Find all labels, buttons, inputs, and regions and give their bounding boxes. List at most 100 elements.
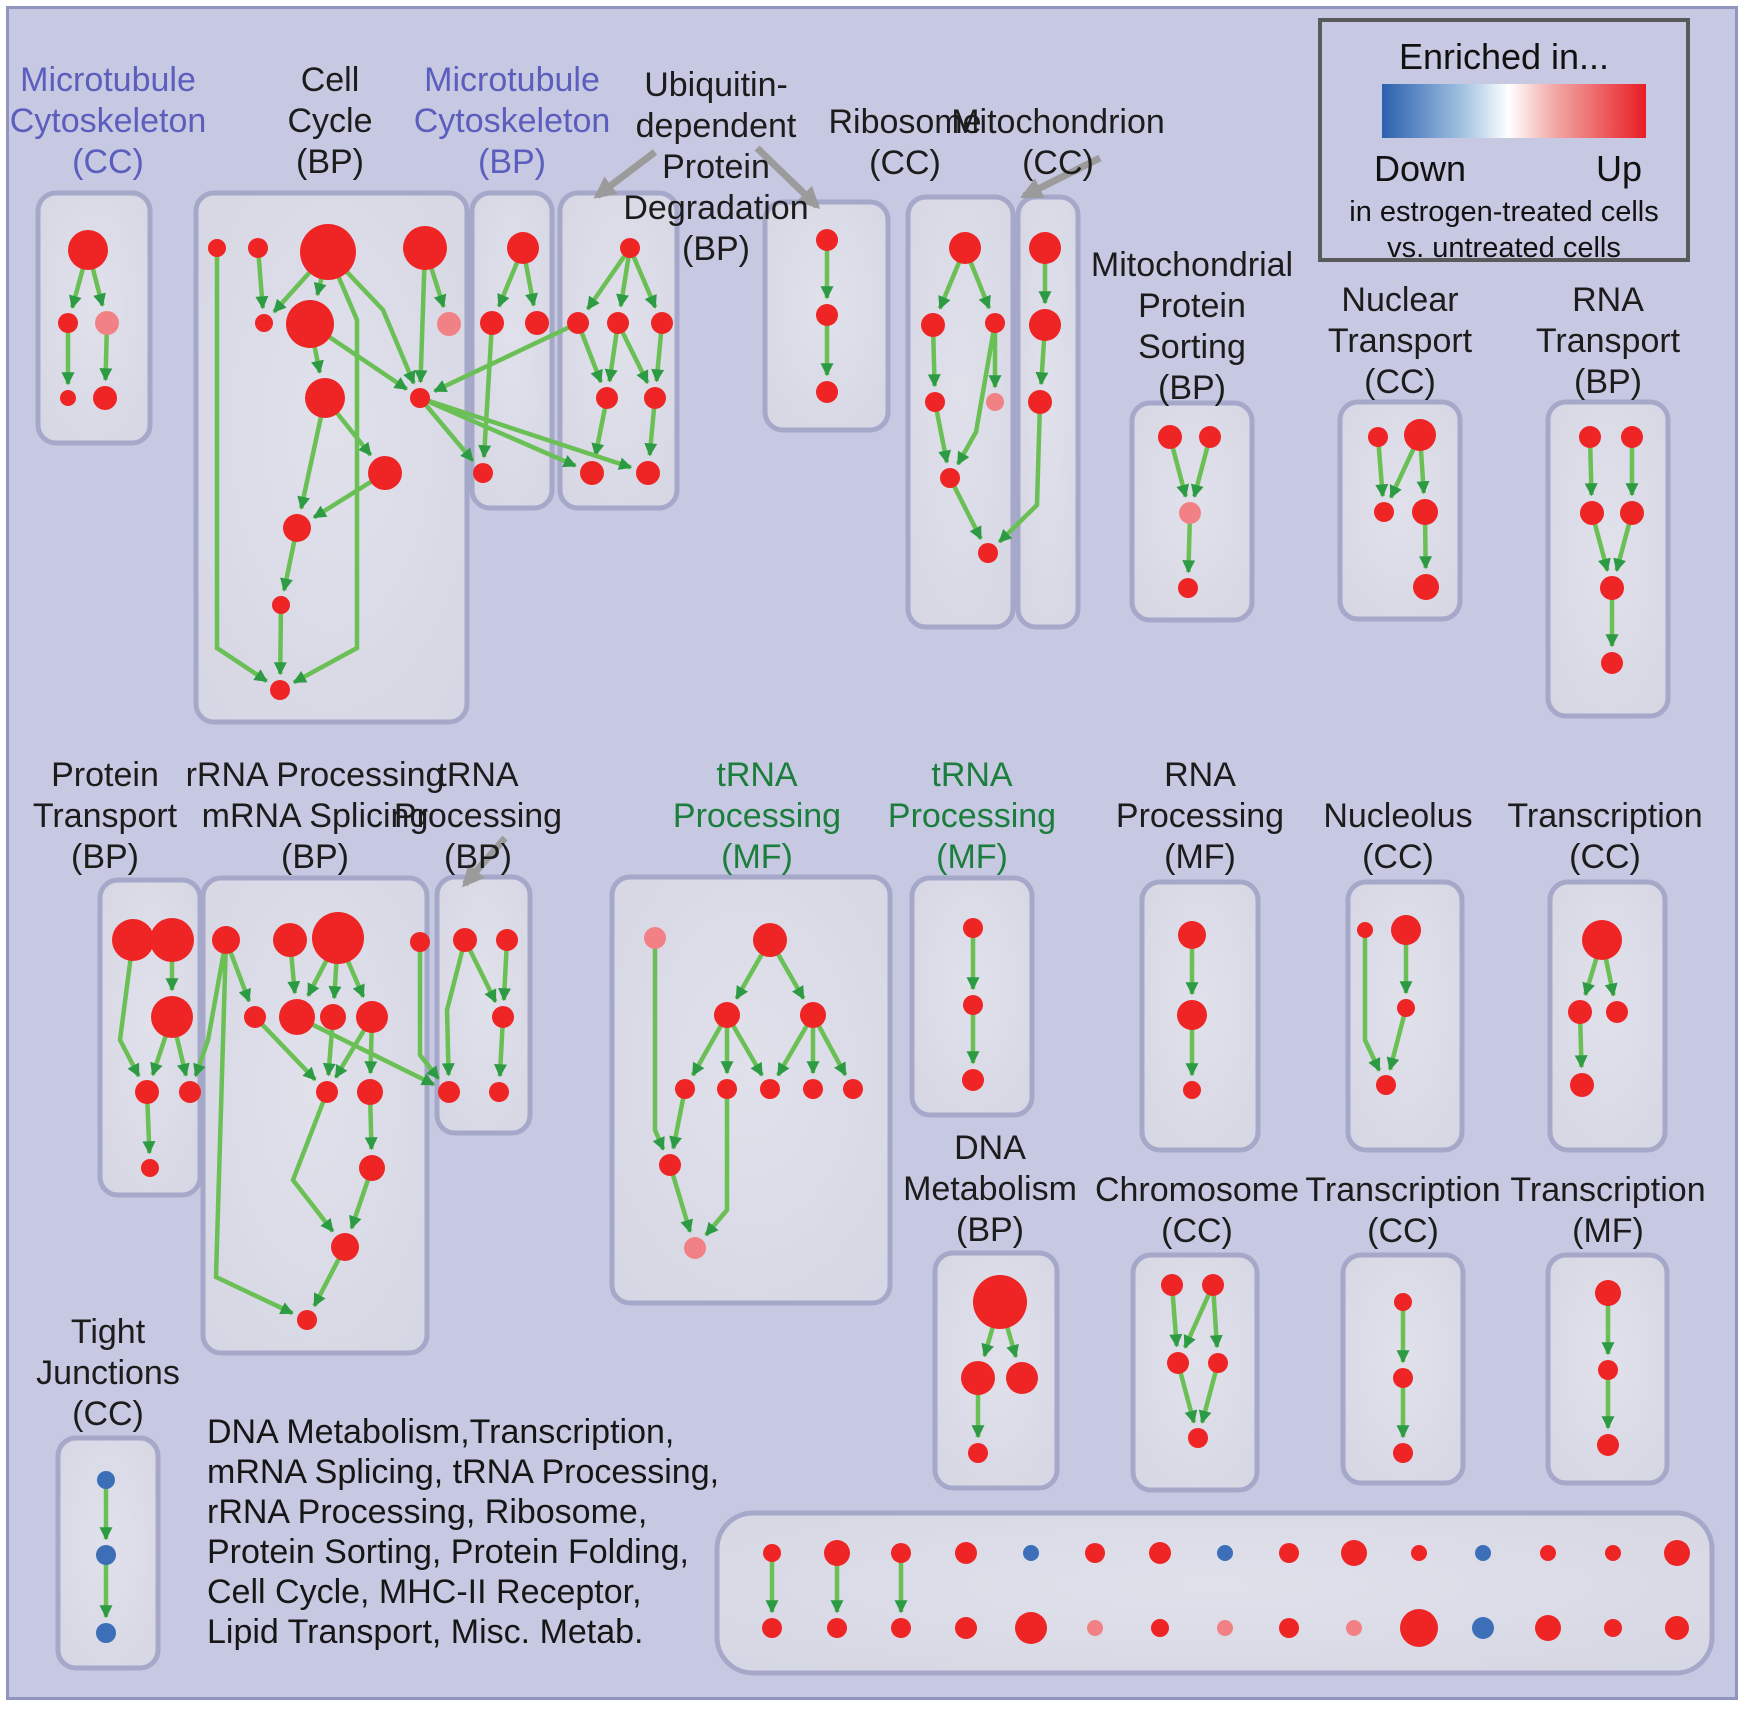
node <box>272 596 290 614</box>
edge <box>273 604 287 676</box>
node <box>620 238 640 258</box>
node <box>1393 1443 1413 1463</box>
node <box>1151 1619 1169 1637</box>
node <box>270 680 290 700</box>
cluster-label-cell-cycle-bp: Cell Cycle (BP) <box>287 61 373 181</box>
edge <box>292 251 360 685</box>
node <box>1604 1619 1622 1637</box>
edge <box>478 322 495 459</box>
node <box>96 1623 116 1643</box>
node <box>827 1618 847 1638</box>
node <box>320 1004 346 1030</box>
node <box>1179 502 1201 524</box>
node <box>1029 232 1061 264</box>
node <box>717 1079 737 1099</box>
edge <box>932 401 952 464</box>
node <box>1357 922 1373 938</box>
edge <box>441 939 468 1077</box>
node <box>760 1079 780 1099</box>
node <box>1006 1362 1038 1394</box>
edge <box>627 247 658 309</box>
node <box>1400 1609 1438 1647</box>
cluster-label-protein-transport-bp: Protein Transport (BP) <box>32 756 178 876</box>
cluster-label-mitochondrion-cc: Mitochondrion (CC) <box>951 103 1165 182</box>
node <box>816 304 838 326</box>
node <box>1412 499 1438 525</box>
cluster-label-mitochondrial-protein-sorting-bp: Mitochondrial Protein Sorting (BP) <box>1090 246 1294 407</box>
node <box>403 226 447 270</box>
node <box>1598 1360 1618 1380</box>
node <box>1167 1352 1189 1374</box>
node <box>963 995 983 1015</box>
cross-edge <box>418 396 475 463</box>
node <box>1535 1615 1561 1641</box>
cluster-label-trna-processing-mf-small: tRNA Processing (MF) <box>887 756 1057 876</box>
cluster-box-chromosome-cc <box>1130 1252 1260 1493</box>
node <box>150 918 194 962</box>
node <box>1475 1545 1491 1561</box>
node <box>179 1081 201 1103</box>
cluster-label-rna-processing-mf: RNA Processing (MF) <box>1115 756 1285 876</box>
node <box>507 232 539 264</box>
node <box>331 1233 359 1261</box>
node <box>803 1079 823 1099</box>
legend-up-label: Up <box>1595 148 1642 189</box>
node <box>596 387 618 409</box>
cluster-box-miscellaneous-terms <box>714 1510 1715 1676</box>
edge <box>615 322 650 384</box>
edge <box>704 1089 730 1237</box>
node <box>1391 915 1421 945</box>
node <box>1568 1000 1592 1024</box>
node <box>1595 1280 1621 1306</box>
edge <box>290 1091 335 1233</box>
edge <box>1182 1284 1216 1349</box>
legend-caption: in estrogen-treated cells vs. untreated … <box>1349 196 1659 264</box>
node <box>891 1618 911 1638</box>
cluster-label-trna-processing-mf-large: tRNA Processing (MF) <box>672 756 842 876</box>
cluster-label-nuclear-transport-cc: Nuclear Transport (CC) <box>1327 281 1473 401</box>
node <box>60 390 76 406</box>
node <box>714 1002 740 1028</box>
node <box>978 543 998 563</box>
node <box>305 378 345 418</box>
node <box>1279 1618 1299 1638</box>
node <box>1621 426 1643 448</box>
node <box>1597 1434 1619 1456</box>
cluster-label-ribosome-cc: Ribosome (CC) <box>828 103 982 182</box>
pointer-arrow <box>462 835 508 888</box>
cluster-label-ubiquitin-degradation-bp-1: Ubiquitin- dependent Protein Degradation… <box>623 66 809 268</box>
node <box>1374 502 1394 522</box>
cross-edge <box>419 395 577 468</box>
node <box>1394 1293 1412 1311</box>
node <box>1397 999 1415 1017</box>
cluster-label-transcription-cc-lower: Transcription (CC) <box>1305 1171 1501 1250</box>
node <box>891 1543 911 1563</box>
node <box>473 463 493 483</box>
node <box>1368 427 1388 447</box>
node <box>316 1081 338 1103</box>
node <box>1023 1545 1039 1561</box>
node <box>816 381 838 403</box>
node <box>1029 309 1061 341</box>
node <box>644 927 666 949</box>
node <box>651 312 673 334</box>
cluster-box-dna-metabolism-bp <box>932 1250 1060 1491</box>
node <box>58 313 78 333</box>
node <box>1600 576 1624 600</box>
node <box>1582 920 1622 960</box>
node <box>1015 1612 1047 1644</box>
node <box>95 311 119 335</box>
node <box>962 1069 984 1091</box>
node <box>949 232 981 264</box>
node <box>492 1006 514 1028</box>
node <box>368 456 402 490</box>
node <box>1085 1543 1105 1563</box>
cluster-label-nucleolus-cc: Nucleolus (CC) <box>1323 797 1473 876</box>
node <box>135 1080 159 1104</box>
node <box>963 918 983 938</box>
node <box>297 1310 317 1330</box>
node <box>93 386 117 410</box>
node <box>1279 1543 1299 1563</box>
edge <box>253 1015 317 1082</box>
